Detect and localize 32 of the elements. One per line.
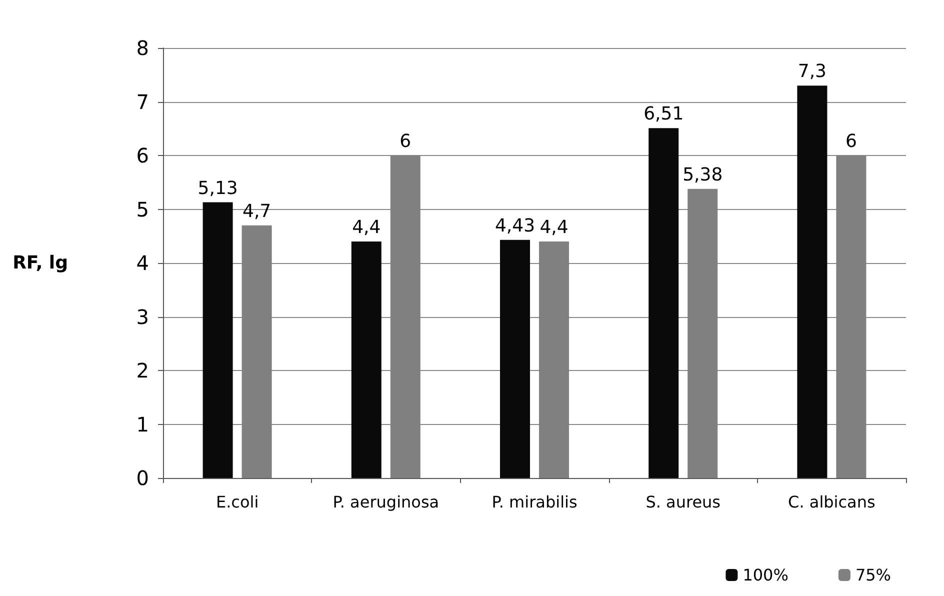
data-label: 4,4 [540,217,568,238]
data-label: 6 [400,131,412,152]
x-tick-label: C. albicans [788,492,876,512]
bar [648,128,679,478]
data-label: 4,43 [494,215,536,236]
y-axis-title: RF, lg [12,252,68,274]
y-tick-label: 1 [136,412,149,436]
y-tick-label: 6 [136,144,149,168]
y-tick-label: 8 [136,36,149,60]
data-label: 5,38 [682,164,723,186]
data-label: 6 [845,131,857,152]
data-label: 4,7 [242,200,272,222]
y-tick-label: 4 [136,251,149,275]
y-tick-label: 0 [136,466,149,490]
data-label: 7,3 [798,61,827,82]
bar [500,240,530,478]
bar [797,86,828,478]
legend-label: 100% [742,566,788,584]
legend-label: 75% [855,566,891,584]
x-tick-label: E.coli [216,492,259,512]
data-label: 4,4 [352,217,381,238]
data-label: 5,13 [198,178,238,199]
x-tick-label: S. aureus [646,492,721,512]
y-tick-label: 3 [136,304,149,329]
data-label: 6,51 [644,104,684,125]
x-tick-label: P. aeruginosa [332,492,440,512]
y-tick-label: 2 [136,358,149,382]
bar [202,202,233,478]
y-tick-label: 5 [136,197,149,222]
x-tick-label: P. mirabilis [492,492,578,512]
bar [351,242,382,478]
y-tick-label: 7 [136,90,149,114]
